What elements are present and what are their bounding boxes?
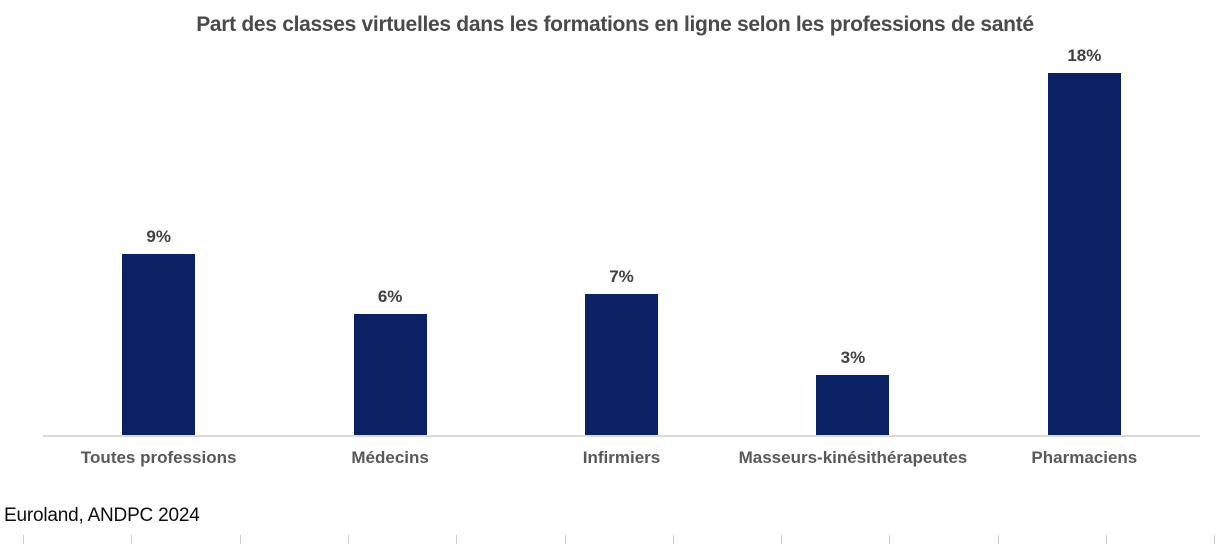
- category-axis-labels: Toutes professions Médecins Infirmiers Mass…: [43, 448, 1200, 468]
- x-axis-line: [43, 435, 1200, 437]
- cell-border-tick: [781, 535, 782, 544]
- bar-slot: 18%: [969, 33, 1200, 435]
- cell-border-tick: [1106, 535, 1107, 544]
- cell-border-tick: [348, 535, 349, 544]
- cell-border-tick: [889, 535, 890, 544]
- bar-value-label: 3%: [840, 348, 866, 367]
- cell-border-tick: [565, 535, 566, 544]
- bar: [122, 254, 196, 435]
- cell-border-tick: [240, 535, 241, 544]
- category-label: Toutes professions: [80, 448, 237, 467]
- cell-border-tick: [673, 535, 674, 544]
- bar: [1047, 73, 1121, 435]
- category-label: Médecins: [351, 448, 429, 467]
- bar-slot: 6%: [274, 33, 505, 435]
- chart-title: Part des classes virtuelles dans les for…: [196, 13, 1034, 36]
- bar-value-label: 18%: [1067, 46, 1102, 65]
- cell-border-tick: [1214, 535, 1215, 544]
- bar: [353, 314, 427, 435]
- category-label: Pharmaciens: [1031, 448, 1138, 467]
- bar-slot: 9%: [43, 33, 274, 435]
- bar: [585, 294, 659, 435]
- bar-slot: 7%: [506, 33, 737, 435]
- category-label: Masseurs-kinésithérapeutes: [738, 448, 968, 467]
- plot-area: 9% 6% 7% 3% 18%: [43, 33, 1200, 435]
- cell-border-tick: [456, 535, 457, 544]
- bar-value-label: 6%: [377, 287, 403, 306]
- bar-value-label: 9%: [146, 227, 171, 246]
- bar: [816, 375, 890, 435]
- cell-border-tick: [998, 535, 999, 544]
- category-label: Infirmiers: [582, 448, 661, 467]
- cell-border-tick: [131, 535, 132, 544]
- source-note: Euroland, ANDPC 2024: [4, 505, 200, 526]
- bar-slot: 3%: [737, 33, 968, 435]
- cell-border-tick: [23, 535, 24, 544]
- bar-value-label: 7%: [609, 267, 634, 286]
